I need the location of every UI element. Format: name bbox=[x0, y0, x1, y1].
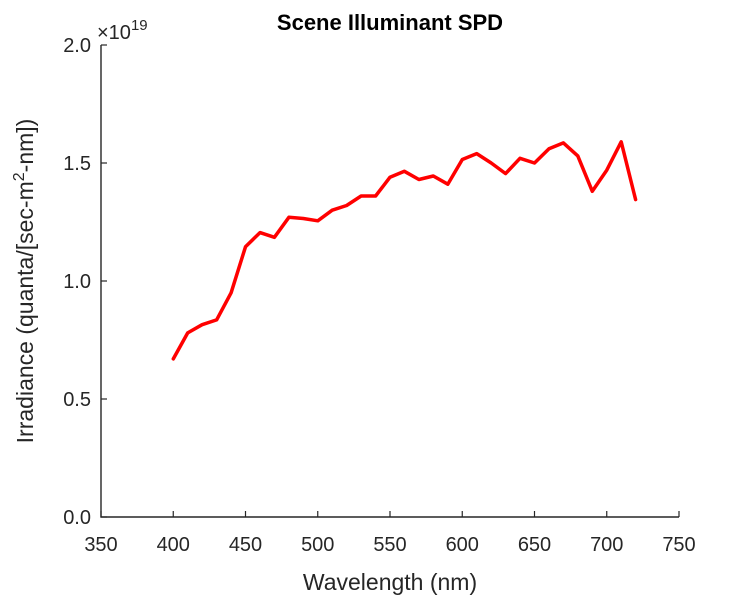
x-axis-ticks: 350 400 450 500 550 600 650 700 750 bbox=[84, 511, 696, 556]
svg-text:×1019: ×1019 bbox=[97, 17, 148, 44]
y-axis-ticks: 0.0 0.5 1.0 1.5 2.0 bbox=[63, 35, 107, 529]
y-axis-label-tail: -nm]) bbox=[12, 119, 38, 173]
x-tick-label: 400 bbox=[157, 534, 190, 556]
x-tick-label: 500 bbox=[301, 534, 334, 556]
x-axis-label: Wavelength (nm) bbox=[303, 569, 477, 595]
x-tick-label: 700 bbox=[590, 534, 623, 556]
y-tick-label: 0.0 bbox=[63, 507, 91, 529]
y-tick-label: 1.0 bbox=[63, 271, 91, 293]
y-tick-label: 1.5 bbox=[63, 153, 91, 175]
y-tick-label: 2.0 bbox=[63, 35, 91, 57]
series-line-0 bbox=[171, 140, 638, 361]
y-axis-label: Irradiance (quanta/[sec-m2-nm]) bbox=[11, 119, 38, 444]
y-axis-label-main: Irradiance (quanta/[sec-m bbox=[12, 181, 38, 443]
series-group bbox=[171, 140, 638, 361]
axis-frame bbox=[100, 45, 679, 518]
x-tick-label: 350 bbox=[84, 534, 117, 556]
y-exponent-label: ×1019 bbox=[97, 17, 148, 44]
y-exponent-power: 19 bbox=[131, 17, 148, 34]
x-tick-label: 550 bbox=[373, 534, 406, 556]
x-tick-label: 650 bbox=[518, 534, 551, 556]
x-tick-label: 450 bbox=[229, 534, 262, 556]
chart-title: Scene Illuminant SPD bbox=[277, 10, 503, 35]
x-tick-label: 600 bbox=[446, 534, 479, 556]
y-tick-label: 0.5 bbox=[63, 389, 91, 411]
y-axis-label-superscript: 2 bbox=[11, 172, 28, 181]
y-exponent-base: ×10 bbox=[97, 22, 131, 44]
x-tick-label: 750 bbox=[662, 534, 695, 556]
